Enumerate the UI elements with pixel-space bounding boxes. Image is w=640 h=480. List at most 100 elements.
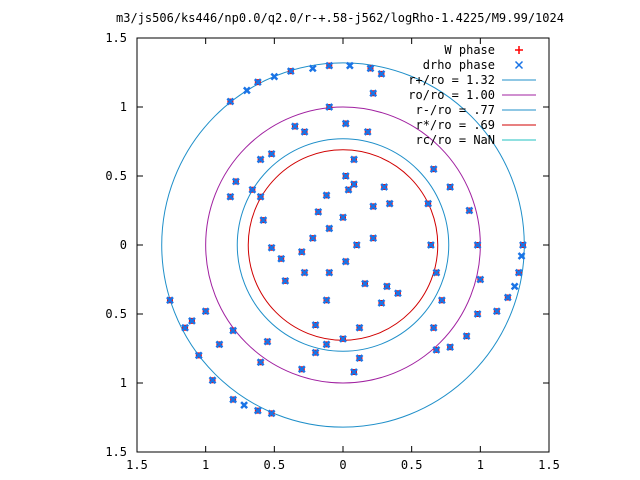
legend-marker-0	[515, 46, 523, 54]
drho-phase-point-1	[242, 86, 251, 95]
drho-phase-point-72	[519, 241, 527, 249]
drho-phase-point-80	[311, 348, 320, 357]
drho-phase-point-36	[385, 199, 394, 208]
drho-phase-point-0	[226, 97, 235, 106]
drho-phase-point-9	[377, 69, 386, 78]
axis-ticks: 1.5 1 0.5 0 0.5 1 1.51.510.500.511.5	[105, 31, 560, 472]
legend-label-5: r*/ro = .69	[416, 118, 495, 132]
drho-phase-point-23	[344, 185, 353, 194]
drho-phase-point-22	[341, 172, 350, 180]
drho-phase-point-45	[355, 323, 364, 332]
drho-phase-point-62	[429, 323, 438, 332]
drho-phase-point-5	[308, 64, 317, 73]
drho-phase-point-87	[229, 395, 238, 404]
drho-phase-point-15	[226, 192, 235, 201]
drho-phase-point-46	[339, 334, 347, 343]
drho-phase-point-77	[297, 365, 306, 374]
drho-phase-point-12	[291, 122, 299, 131]
drho-phase-point-39	[352, 241, 361, 249]
drho-phase-point-88	[240, 401, 249, 409]
x-tick-label-5: 1	[477, 458, 484, 472]
drho-phase-point-10	[369, 89, 378, 98]
y-tick-label-4: 0.5	[105, 307, 127, 321]
drho-phase-point-33	[339, 213, 347, 222]
drho-phase-point-26	[325, 224, 334, 233]
y-tick-label-2: 0.5	[105, 169, 127, 183]
drho-phase-point-41	[361, 279, 369, 288]
drho-phase-point-64	[432, 268, 441, 277]
drho-phase-point-31	[259, 216, 268, 225]
drho-phase-point-90	[267, 409, 276, 418]
drho-phase-point-54	[446, 183, 455, 191]
drho-phase-point-69	[510, 282, 519, 291]
drho-phase-point-35	[380, 183, 389, 191]
drho-phase-point-85	[194, 351, 203, 360]
drho-phase-point-32	[256, 192, 265, 201]
drho-phase-point-50	[325, 268, 334, 277]
drho-phase-point-11	[325, 103, 334, 111]
drho-phase-point-57	[476, 275, 485, 284]
drho-phase-point-74	[188, 317, 196, 325]
drho-phase-series	[166, 61, 527, 418]
drho-phase-point-76	[256, 358, 265, 367]
drho-phase-point-7	[345, 61, 354, 70]
x-tick-label-2: 0.5	[263, 458, 285, 472]
drho-phase-point-86	[208, 376, 217, 385]
drho-phase-point-59	[462, 332, 471, 340]
y-tick-label-5: 1	[120, 376, 127, 390]
drho-phase-point-8	[366, 64, 375, 73]
drho-phase-point-29	[277, 254, 286, 263]
drho-phase-point-18	[300, 127, 309, 136]
y-tick-label-6: 1.5	[105, 445, 127, 459]
drho-phase-point-53	[429, 165, 438, 173]
drho-phase-point-89	[253, 406, 262, 415]
drho-phase-point-25	[314, 207, 323, 216]
drho-phase-point-65	[427, 241, 435, 249]
drho-phase-point-19	[341, 119, 350, 128]
drho-phase-point-61	[432, 345, 441, 354]
drho-phase-point-30	[267, 243, 276, 252]
drho-phase-point-70	[514, 268, 523, 277]
drho-phase-point-63	[437, 296, 446, 305]
x-tick-label-4: 0.5	[401, 458, 423, 472]
drho-phase-point-27	[308, 234, 317, 242]
drho-phase-point-43	[394, 289, 402, 298]
drho-phase-point-21	[350, 155, 358, 164]
legend-label-2: r+/ro = 1.32	[408, 73, 495, 87]
drho-phase-point-37	[369, 202, 378, 211]
drho-phase-point-13	[256, 155, 265, 164]
legend-label-0: W phase	[444, 43, 495, 57]
legend-label-6: rc/ro = NaN	[416, 133, 495, 147]
x-tick-label-6: 1.5	[538, 458, 560, 472]
drho-phase-point-75	[215, 340, 224, 349]
drho-phase-point-52	[281, 276, 290, 285]
legend-marker-1	[514, 60, 524, 70]
drho-phase-point-82	[229, 326, 238, 335]
legend-label-3: ro/ro = 1.00	[408, 88, 495, 102]
drho-phase-point-42	[383, 282, 391, 291]
drho-phase-point-48	[311, 321, 320, 329]
drho-phase-point-47	[322, 340, 331, 349]
drho-phase-point-60	[446, 343, 455, 352]
legend-label-1: drho phase	[423, 58, 495, 72]
drho-phase-point-66	[424, 199, 433, 208]
drho-phase-point-84	[181, 323, 189, 332]
drho-phase-point-67	[492, 307, 501, 316]
y-tick-label-1: 1	[120, 100, 127, 114]
y-tick-label-0: 1.5	[105, 31, 127, 45]
drho-phase-point-55	[465, 206, 474, 215]
drho-phase-point-83	[201, 307, 210, 316]
drho-phase-point-28	[297, 248, 306, 256]
x-tick-label-0: 1.5	[126, 458, 148, 472]
drho-phase-point-24	[322, 191, 331, 200]
drho-phase-point-68	[503, 293, 512, 302]
drho-phase-point-20	[363, 127, 372, 136]
drho-phase-point-78	[350, 368, 358, 376]
drho-phase-point-71	[517, 252, 526, 260]
drho-phase-point-56	[473, 241, 482, 249]
drho-phase-point-79	[355, 354, 364, 363]
legend-label-4: r-/ro = .77	[416, 103, 495, 117]
chart-title: m3/js506/ks446/np0.0/q2.0/r-+.58-j562/lo…	[116, 11, 564, 25]
